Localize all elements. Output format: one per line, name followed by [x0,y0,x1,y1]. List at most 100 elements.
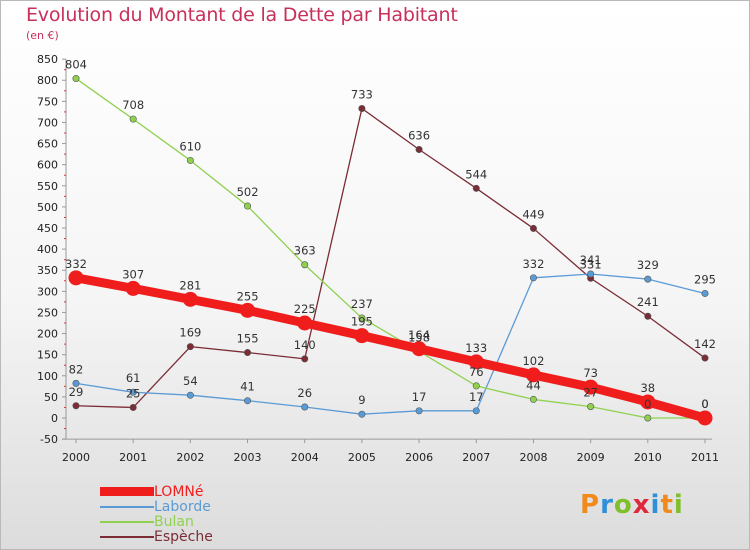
data-label-espèche: 169 [179,326,201,340]
data-label-laborde: 41 [240,380,255,394]
data-point-laborde [301,403,309,411]
data-label-lomné: 255 [237,289,259,303]
data-label-bulan: 158 [408,330,430,344]
y-tick-label: 450 [37,222,58,235]
legend: LOMNé Laborde Bulan Espèche [100,484,213,544]
data-label-espèche: 142 [694,337,716,351]
y-tick-label: 200 [37,328,58,341]
data-label-bulan: 610 [179,139,201,153]
data-point-laborde [472,407,480,415]
data-label-espèche: 544 [465,167,487,181]
y-tick-label: 750 [37,95,58,108]
data-point-laborde [244,397,252,405]
data-point-lomné [125,280,141,296]
data-point-lomné [354,328,370,344]
logo-letter: i [650,490,661,520]
logo-letter: t [660,490,674,520]
data-label-bulan: 0 [644,397,651,411]
data-point-espèche [701,354,709,362]
data-point-lomné [583,379,599,395]
series-line-bulan [75,77,706,419]
data-label-laborde: 61 [126,371,141,385]
data-label-lomné: 0 [701,397,708,411]
data-label-lomné: 102 [522,354,544,368]
series-line-lomné [71,273,710,423]
data-label-lomné: 307 [122,267,144,281]
y-tick-label: 550 [37,180,58,193]
y-tick-label: 400 [37,243,58,256]
legend-label-espeche: Espèche [154,528,213,545]
data-point-lomné [240,302,256,318]
data-label-espèche: 733 [351,88,373,102]
data-label-laborde: 26 [297,386,312,400]
data-point-bulan [358,314,366,322]
data-point-espèche [72,402,80,410]
x-tick-label: 2006 [405,451,433,464]
y-tick-label: 800 [37,74,58,87]
data-label-lomné: 73 [583,366,598,380]
legend-label-lomne: LOMNé [154,483,204,500]
data-point-lomné [182,291,198,307]
data-label-bulan: 708 [122,98,144,112]
y-tick-label: 700 [37,116,58,129]
data-label-laborde: 54 [183,374,198,388]
x-tick-label: 2007 [462,451,490,464]
data-label-laborde: 9 [358,393,365,407]
data-label-lomné: 281 [179,278,201,292]
data-point-laborde [701,289,709,297]
data-point-espèche [301,355,309,363]
data-point-bulan [186,156,194,164]
data-label-espèche: 449 [522,207,544,221]
data-point-laborde [358,410,366,418]
data-label-espèche: 29 [69,385,84,399]
data-label-laborde: 82 [69,362,84,376]
data-label-bulan: 363 [294,244,316,258]
legend-swatch-lomne [100,487,154,496]
logo-letter: x [632,490,651,520]
data-point-bulan [129,115,137,123]
data-label-laborde: 17 [469,390,484,404]
data-point-bulan [529,395,537,403]
logo-letter: i [673,490,684,520]
data-label-bulan: 0 [701,397,708,411]
data-point-espèche [186,343,194,351]
data-point-espèche [529,224,537,232]
data-label-lomné: 195 [351,315,373,329]
legend-item-laborde: Laborde [100,499,213,514]
proxiti-logo: Proxiti [580,490,684,520]
y-tick-label: 850 [37,53,58,66]
x-tick-label: 2003 [234,451,262,464]
legend-swatch-bulan [100,520,154,523]
legend-item-espeche: Espèche [100,529,213,544]
data-point-espèche [129,403,137,411]
data-point-laborde [529,274,537,282]
data-label-bulan: 76 [469,365,484,379]
series-line-espèche [75,107,706,409]
data-point-bulan [244,202,252,210]
chart-title: Evolution du Montant de la Dette par Hab… [26,4,458,26]
legend-swatch-laborde [100,505,154,508]
x-tick-label: 2000 [62,451,90,464]
y-tick-label: 250 [37,306,58,319]
data-point-laborde [72,379,80,387]
data-point-lomné [640,394,656,410]
y-tick-label: 100 [37,370,58,383]
data-label-espèche: 25 [126,386,141,400]
x-tick-label: 2009 [577,451,605,464]
data-label-espèche: 140 [294,338,316,352]
logo-letter: r [600,490,614,520]
data-point-bulan [472,382,480,390]
data-point-espèche [244,349,252,357]
data-label-lomné: 133 [465,341,487,355]
data-point-lomné [525,367,541,383]
data-point-bulan [644,414,652,422]
legend-label-bulan: Bulan [154,513,194,530]
data-label-espèche: 331 [580,257,602,271]
y-tick-label: 50 [44,391,58,404]
data-point-lomné [411,341,427,357]
data-point-espèche [472,184,480,192]
data-label-lomné: 332 [65,257,87,271]
data-point-laborde [129,388,137,396]
